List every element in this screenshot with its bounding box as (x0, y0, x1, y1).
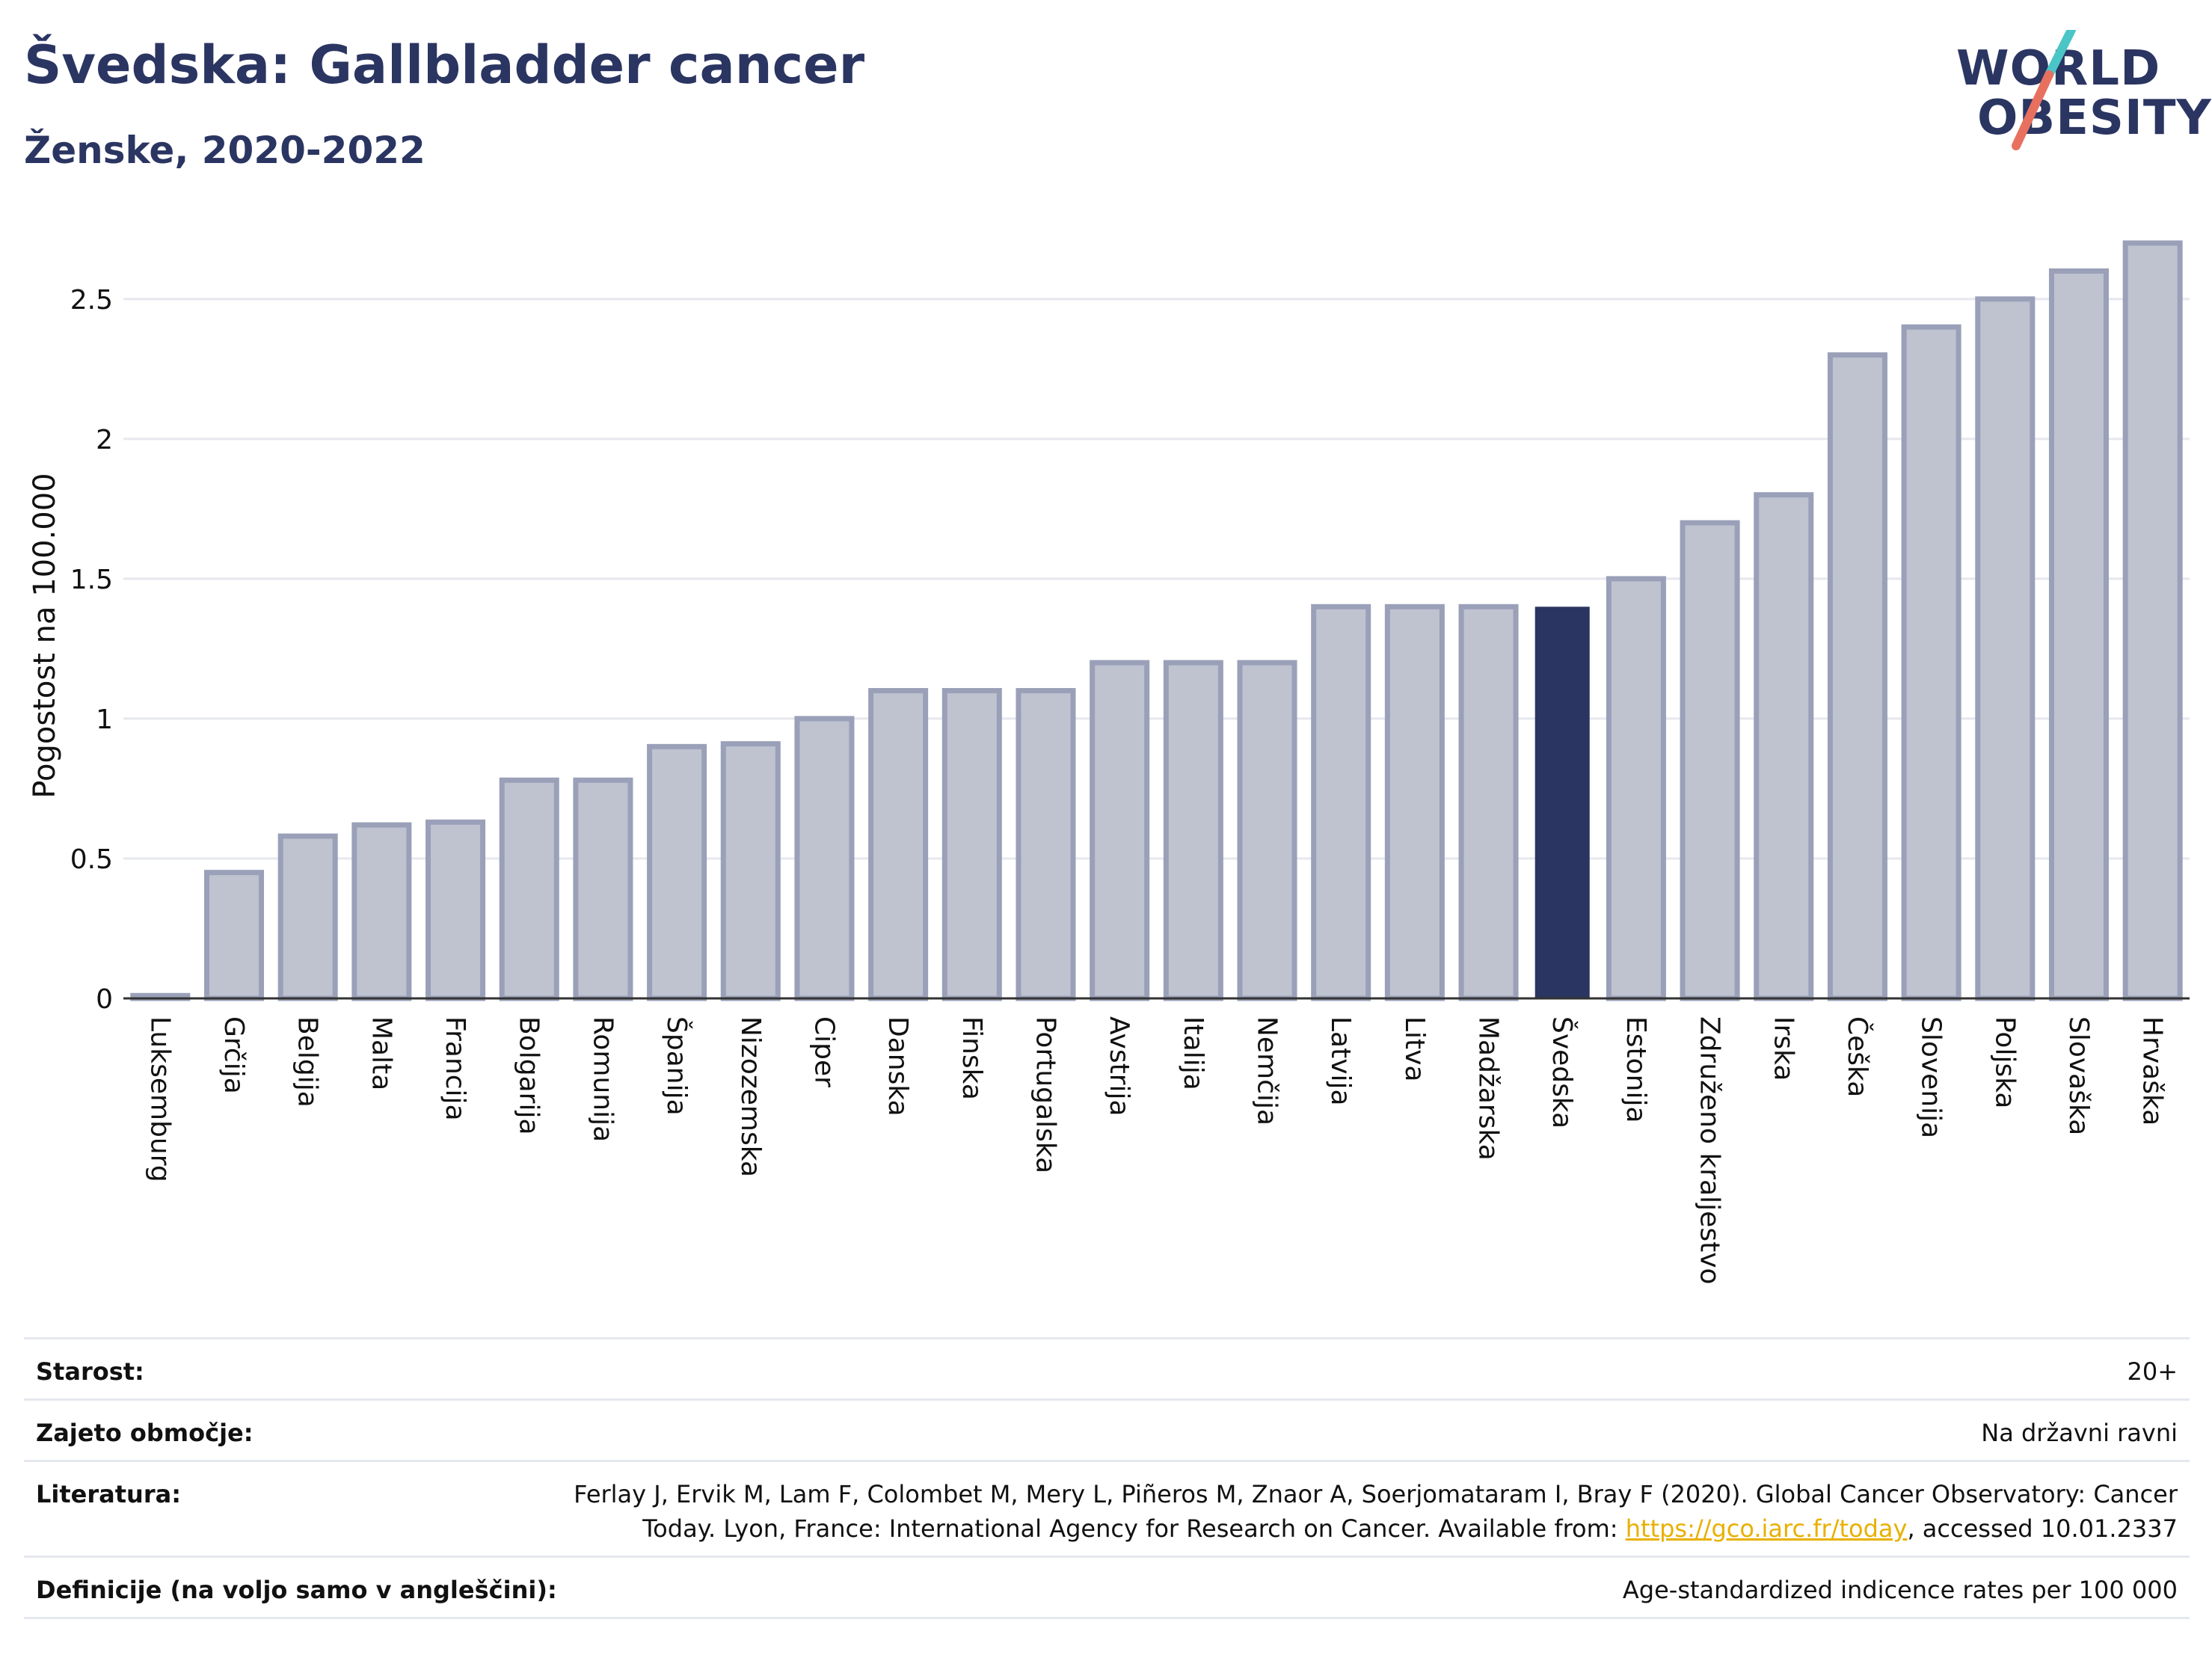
x-tick-label: Poljska (1989, 1016, 2020, 1109)
meta-key-literature: Literatura: (36, 1480, 181, 1508)
x-tick-label: Madžarska (1473, 1016, 1504, 1161)
x-tick-label: Romunija (587, 1016, 618, 1142)
bar (1606, 576, 1666, 1001)
x-tick-label: Litva (1399, 1016, 1430, 1082)
bar (1237, 660, 1297, 1001)
x-tick-label: Slovaška (2063, 1016, 2094, 1135)
literature-link[interactable]: https://gco.iarc.fr/today (1625, 1514, 1908, 1543)
x-tick-label: Malta (366, 1016, 396, 1090)
bar (351, 822, 412, 1001)
bar (720, 741, 781, 1001)
x-tick-label: Luksemburg (144, 1016, 175, 1182)
page-title: Švedska: Gallbladder cancer (24, 34, 865, 96)
meta-key-coverage: Zajeto območje: (36, 1419, 254, 1447)
y-tick-label: 1 (96, 704, 113, 735)
bar (647, 743, 707, 1001)
logo-line2: OBESITY (1977, 90, 2212, 146)
x-tick-label: Danska (882, 1016, 913, 1117)
x-tick-label: Latvija (1325, 1016, 1356, 1106)
bar-chart: 0 0.5 1 1.5 2 2.5 Luksemburg Grčija Belgija Malta… (70, 240, 2190, 1285)
logo-slash-icon (2012, 30, 2076, 150)
bar (1384, 604, 1445, 1001)
bar (1458, 604, 1519, 1001)
bar (425, 819, 486, 1001)
bar (868, 688, 929, 1001)
y-tick-label: 2.5 (70, 285, 113, 316)
bar (2048, 268, 2109, 1001)
bar (1754, 492, 1814, 1001)
bar (1016, 688, 1076, 1001)
y-tick-label: 0.5 (70, 844, 113, 875)
x-tick-label: Estonija (1620, 1016, 1651, 1123)
meta-value-age: 20+ (2127, 1357, 2178, 1386)
meta-row-literature: Literatura: Ferlay J, Ervik M, Lam F, Co… (24, 1460, 2190, 1558)
bar (941, 688, 1002, 1001)
meta-row-coverage: Zajeto območje: Na državni ravni (24, 1398, 2190, 1462)
bar (1975, 296, 2036, 1001)
x-tick-label: Slovenija (1916, 1016, 1947, 1138)
meta-row-age: Starost: 20+ (24, 1337, 2190, 1401)
x-tick-label: Združeno kraljestvo (1695, 1016, 1725, 1285)
x-tick-label: Švedska (1546, 1016, 1578, 1129)
meta-value-literature: Ferlay J, Ervik M, Lam F, Colombet M, Me… (532, 1477, 2178, 1546)
x-tick-label: Bolgarija (514, 1016, 544, 1135)
y-tick-label: 2 (96, 425, 113, 455)
y-tick-label: 1.5 (70, 565, 113, 595)
x-tick-label: Češka (1842, 1016, 1873, 1097)
x-tick-label: Avstrija (1104, 1016, 1134, 1117)
page-subtitle: Ženske, 2020-2022 (24, 129, 425, 172)
bar (794, 716, 855, 1001)
literature-text: Ferlay J, Ervik M, Lam F, Colombet M, Me… (574, 1480, 2178, 1543)
bar (573, 777, 633, 1001)
meta-value-definitions: Age-standardized indicence rates per 100… (1622, 1576, 2178, 1604)
x-tick-label: Italija (1178, 1016, 1208, 1090)
x-tick-label: Finska (956, 1016, 987, 1100)
x-tick-label: Irska (1768, 1016, 1798, 1081)
x-tick-label: Nizozemska (735, 1016, 766, 1177)
literature-accessed: , accessed 10.01.2337 (1907, 1514, 2178, 1543)
bar (204, 870, 265, 1001)
x-tick-label: Grčija (218, 1016, 249, 1094)
meta-row-definitions: Definicije (na voljo samo v angleščini):… (24, 1556, 2190, 1619)
x-tick-label: Portugalska (1030, 1016, 1060, 1173)
bar (1311, 604, 1371, 1001)
x-tick-label: Belgija (292, 1016, 323, 1108)
bar (2122, 240, 2183, 1001)
meta-bottom-border (24, 1617, 2190, 1619)
x-tick-label: Francija (440, 1016, 470, 1121)
bar (1534, 607, 1590, 998)
bar (1680, 520, 1740, 1001)
bar (1163, 660, 1223, 1001)
bar (1090, 660, 1150, 1001)
bar (499, 777, 559, 1001)
bar (1901, 324, 1961, 1001)
x-tick-label: Španija (661, 1016, 692, 1116)
meta-value-coverage: Na državni ravni (1981, 1419, 2178, 1447)
x-tick-label: Nemčija (1252, 1016, 1282, 1126)
meta-key-definitions: Definicije (na voljo samo v angleščini): (36, 1576, 557, 1604)
bar (1827, 352, 1887, 1001)
world-obesity-logo: WORLD OBESITY (1944, 30, 2211, 165)
y-tick-label: 0 (96, 984, 113, 1015)
bar (277, 833, 338, 1001)
x-tick-label: Ciper (808, 1016, 839, 1087)
x-tick-label: Hrvaška (2137, 1016, 2168, 1126)
meta-key-age: Starost: (36, 1357, 144, 1386)
